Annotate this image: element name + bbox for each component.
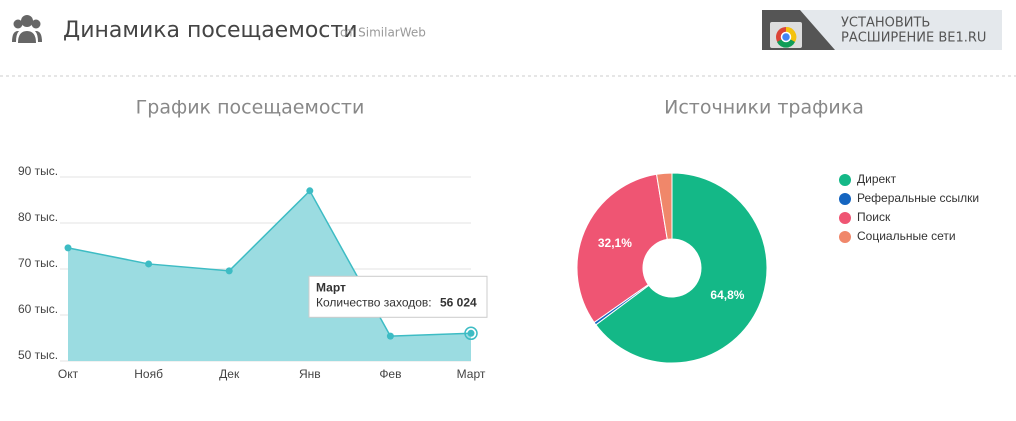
legend-label: Социальные сети: [857, 229, 956, 243]
point: [467, 329, 475, 337]
install-button[interactable]: УСТАНОВИТЬ РАСШИРЕНИЕ BE1.RU: [762, 10, 1002, 50]
slice: [595, 172, 768, 364]
button-text: РАСШИРЕНИЕ BE1.RU: [841, 31, 986, 46]
point: [64, 244, 72, 252]
y-tick-label: 60 тыс.: [18, 302, 58, 316]
x-tick-label: Март: [457, 367, 486, 381]
point: [225, 267, 233, 275]
point: [306, 187, 314, 195]
legend-label: Директ: [857, 172, 897, 186]
tooltip: [308, 275, 488, 318]
legend-marker: [839, 193, 851, 205]
users-icon: [12, 15, 42, 43]
chart-title: График посещаемости: [136, 97, 365, 119]
legend-marker: [839, 174, 851, 186]
x-tick-label: Фев: [379, 367, 401, 381]
area: [68, 190, 471, 361]
slice: [655, 172, 673, 240]
point: [145, 260, 153, 268]
tooltip-title: Март: [316, 280, 346, 294]
source: от SimilarWeb: [340, 26, 426, 40]
button-text: УСТАНОВИТЬ: [841, 16, 930, 31]
legend-marker: [839, 231, 851, 243]
x-tick-label: Дек: [219, 367, 240, 381]
point: [386, 332, 394, 340]
y-tick-label: 90 тыс.: [18, 164, 58, 178]
slice-label: 32,1%: [598, 236, 632, 250]
point-highlight: [464, 326, 478, 341]
donut-chart: 64,8% 32,1% Директ Реферальные ссылки Поиск С…: [576, 172, 979, 364]
slice: [576, 173, 668, 324]
x-tick-label: Янв: [299, 367, 321, 381]
tooltip-label: Количество заходов:: [316, 295, 432, 309]
area-chart: 50 тыс. 60 тыс. 70 тыс. 80 тыс. 90 тыс. Окт Но…: [18, 164, 488, 381]
y-tick-label: 80 тыс.: [18, 210, 58, 224]
x-tick-label: Окт: [58, 367, 79, 381]
y-tick-label: 70 тыс.: [18, 256, 58, 270]
legend-label: Поиск: [857, 210, 891, 224]
page-title: Динамика посещаемости: [63, 18, 358, 43]
tooltip-value: 56 024: [440, 295, 477, 309]
y-tick-label: 50 тыс.: [18, 348, 58, 362]
slice-label: 64,8%: [710, 288, 744, 302]
x-tick-label: Нояб: [134, 367, 163, 381]
legend-label: Реферальные ссылки: [857, 191, 979, 205]
line: [67, 189, 472, 337]
chart-title: Источники трафика: [664, 97, 864, 119]
legend-marker: [839, 212, 851, 224]
